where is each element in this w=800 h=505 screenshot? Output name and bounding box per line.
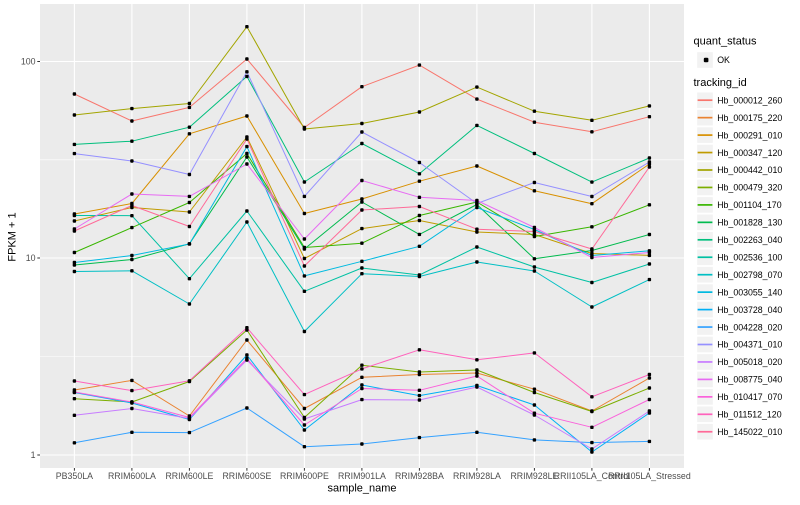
svg-text:RRIM901LA: RRIM901LA <box>338 471 386 481</box>
svg-text:Hb_002536_100: Hb_002536_100 <box>717 252 782 262</box>
svg-text:RRII105LA_Control: RRII105LA_Control <box>554 471 630 481</box>
svg-text:RRIM600SE: RRIM600SE <box>222 471 271 481</box>
svg-text:sample_name: sample_name <box>327 483 396 495</box>
svg-text:OK: OK <box>717 55 730 65</box>
svg-text:Hb_002798_070: Hb_002798_070 <box>717 270 782 280</box>
svg-text:PB350LA: PB350LA <box>56 471 93 481</box>
svg-text:RRIM928LE: RRIM928LE <box>510 471 558 481</box>
svg-text:Hb_003728_040: Hb_003728_040 <box>717 305 782 315</box>
svg-text:10: 10 <box>26 253 36 263</box>
svg-text:Hb_011512_120: Hb_011512_120 <box>717 410 782 420</box>
svg-text:Hb_008775_040: Hb_008775_040 <box>717 375 782 385</box>
svg-text:Hb_145022_010: Hb_145022_010 <box>717 427 782 437</box>
svg-text:RRIM600LA: RRIM600LA <box>108 471 156 481</box>
svg-text:Hb_002263_040: Hb_002263_040 <box>717 235 782 245</box>
svg-text:Hb_010417_070: Hb_010417_070 <box>717 392 782 402</box>
svg-text:Hb_004228_020: Hb_004228_020 <box>717 322 782 332</box>
svg-text:RRIM928LA: RRIM928LA <box>453 471 501 481</box>
svg-text:100: 100 <box>21 57 36 67</box>
svg-text:RRIM928BA: RRIM928BA <box>395 471 444 481</box>
svg-text:Hb_000479_320: Hb_000479_320 <box>717 183 782 193</box>
svg-text:Hb_000442_010: Hb_000442_010 <box>717 165 782 175</box>
svg-text:quant_status: quant_status <box>694 36 757 48</box>
svg-text:1: 1 <box>31 450 36 460</box>
svg-text:Hb_003055_140: Hb_003055_140 <box>717 287 782 297</box>
svg-text:Hb_000347_120: Hb_000347_120 <box>717 148 782 158</box>
svg-text:RRIM600LE: RRIM600LE <box>165 471 213 481</box>
svg-text:RRIM600PE: RRIM600PE <box>280 471 329 481</box>
svg-text:FPKM + 1: FPKM + 1 <box>7 212 19 261</box>
svg-text:Hb_004371_010: Hb_004371_010 <box>717 340 782 350</box>
svg-text:Hb_005018_020: Hb_005018_020 <box>717 357 782 367</box>
svg-text:Hb_001104_170: Hb_001104_170 <box>717 200 782 210</box>
svg-text:Hb_001828_130: Hb_001828_130 <box>717 218 782 228</box>
svg-text:Hb_000012_260: Hb_000012_260 <box>717 95 782 105</box>
svg-text:RRII105LA_Stressed: RRII105LA_Stressed <box>608 471 691 481</box>
svg-text:Hb_000291_010: Hb_000291_010 <box>717 130 782 140</box>
svg-text:Hb_000175_220: Hb_000175_220 <box>717 113 782 123</box>
svg-text:tracking_id: tracking_id <box>694 77 747 89</box>
